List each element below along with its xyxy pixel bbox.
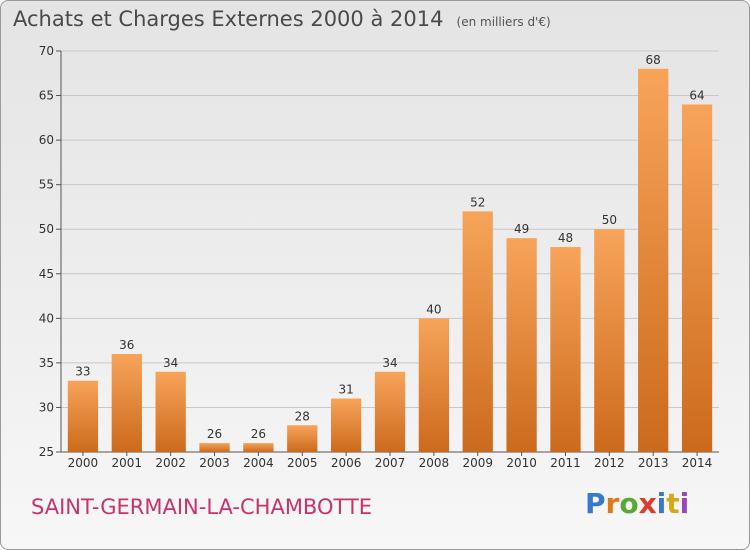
bar-2014 [681, 104, 713, 452]
bar-value-label: 26 [207, 427, 222, 441]
bar-2000 [67, 380, 99, 452]
y-tick-label: 50 [39, 222, 54, 236]
x-tick-label: 2013 [638, 456, 669, 470]
x-tick-label: 2005 [287, 456, 318, 470]
bar-value-label: 28 [295, 409, 310, 423]
bar-value-label: 64 [689, 88, 704, 102]
title-row: Achats et Charges Externes 2000 à 2014 (… [13, 7, 551, 31]
bar-value-label: 49 [514, 222, 529, 236]
bar-value-label: 33 [75, 365, 90, 379]
x-tick-label: 2006 [331, 456, 362, 470]
bar-2006 [330, 398, 362, 452]
grid-lines [61, 50, 719, 408]
bar-2007 [374, 371, 406, 452]
bar-2010 [506, 238, 537, 452]
y-tick-label: 70 [39, 44, 54, 58]
bar-value-label: 68 [646, 53, 661, 67]
value-labels: 33 36 34 26 26 28 31 34 40 52 49 48 50 68 64 [75, 53, 704, 441]
bar-value-label: 26 [251, 427, 266, 441]
bar-value-label: 48 [558, 231, 573, 245]
x-tick-label: 2000 [68, 456, 99, 470]
x-tick-label: 2007 [375, 456, 406, 470]
y-tick-label: 30 [39, 400, 54, 414]
y-tick-label: 40 [39, 311, 54, 325]
x-tick-label: 2011 [550, 456, 581, 470]
logo-letter: P [585, 487, 606, 520]
logo-letter: x [638, 487, 657, 520]
bar-2013 [638, 68, 669, 453]
chart-title: Achats et Charges Externes 2000 à 2014 [13, 7, 444, 31]
x-tick-labels: 2000 2001 2002 2003 2004 2005 2006 2007 2008 2009… [68, 456, 713, 470]
bar-2011 [550, 247, 581, 452]
logo-letter: i [656, 487, 667, 520]
bar-2012 [594, 229, 625, 452]
y-tick-label: 60 [39, 133, 54, 147]
bar-2008 [418, 318, 450, 452]
x-tick-label: 2001 [112, 456, 143, 470]
x-tick-label: 2010 [506, 456, 537, 470]
bar-value-label: 31 [338, 383, 353, 397]
bar-2009 [462, 211, 493, 452]
bar-2005 [287, 425, 318, 452]
commune-name: SAINT-GERMAIN-LA-CHAMBOTTE [31, 495, 373, 519]
x-tick-label: 2003 [199, 456, 230, 470]
x-tick-label: 2009 [462, 456, 493, 470]
proxiti-logo: Proxiti [585, 487, 689, 520]
x-tick-label: 2012 [594, 456, 625, 470]
bars [67, 68, 713, 453]
bar-value-label: 52 [470, 195, 485, 209]
bar-value-label: 50 [602, 213, 617, 227]
chart-subtitle: (en milliers d'€) [456, 15, 551, 29]
bar-2001 [111, 353, 142, 452]
y-tick-label: 55 [39, 178, 54, 192]
logo-letter: o [619, 487, 639, 520]
x-tick-label: 2014 [682, 456, 713, 470]
bar-value-label: 34 [382, 356, 397, 370]
x-tick-label: 2008 [419, 456, 450, 470]
logo-letter: i [679, 487, 690, 520]
bar-2004 [243, 443, 274, 452]
y-tick-label: 65 [39, 89, 54, 103]
y-tick-label: 25 [39, 445, 54, 459]
bar-2002 [155, 371, 186, 452]
x-tick-label: 2004 [243, 456, 274, 470]
y-tick-labels: 25 30 35 40 45 50 55 60 65 70 [39, 44, 54, 459]
logo-letter: t [666, 487, 680, 520]
bar-value-label: 34 [163, 356, 178, 370]
y-tick-label: 35 [39, 356, 54, 370]
x-tick-label: 2002 [155, 456, 186, 470]
bar-value-label: 40 [426, 302, 441, 316]
y-tick-label: 45 [39, 267, 54, 281]
bar-2003 [199, 443, 230, 452]
logo-letter: r [605, 487, 620, 520]
bar-value-label: 36 [119, 338, 134, 352]
